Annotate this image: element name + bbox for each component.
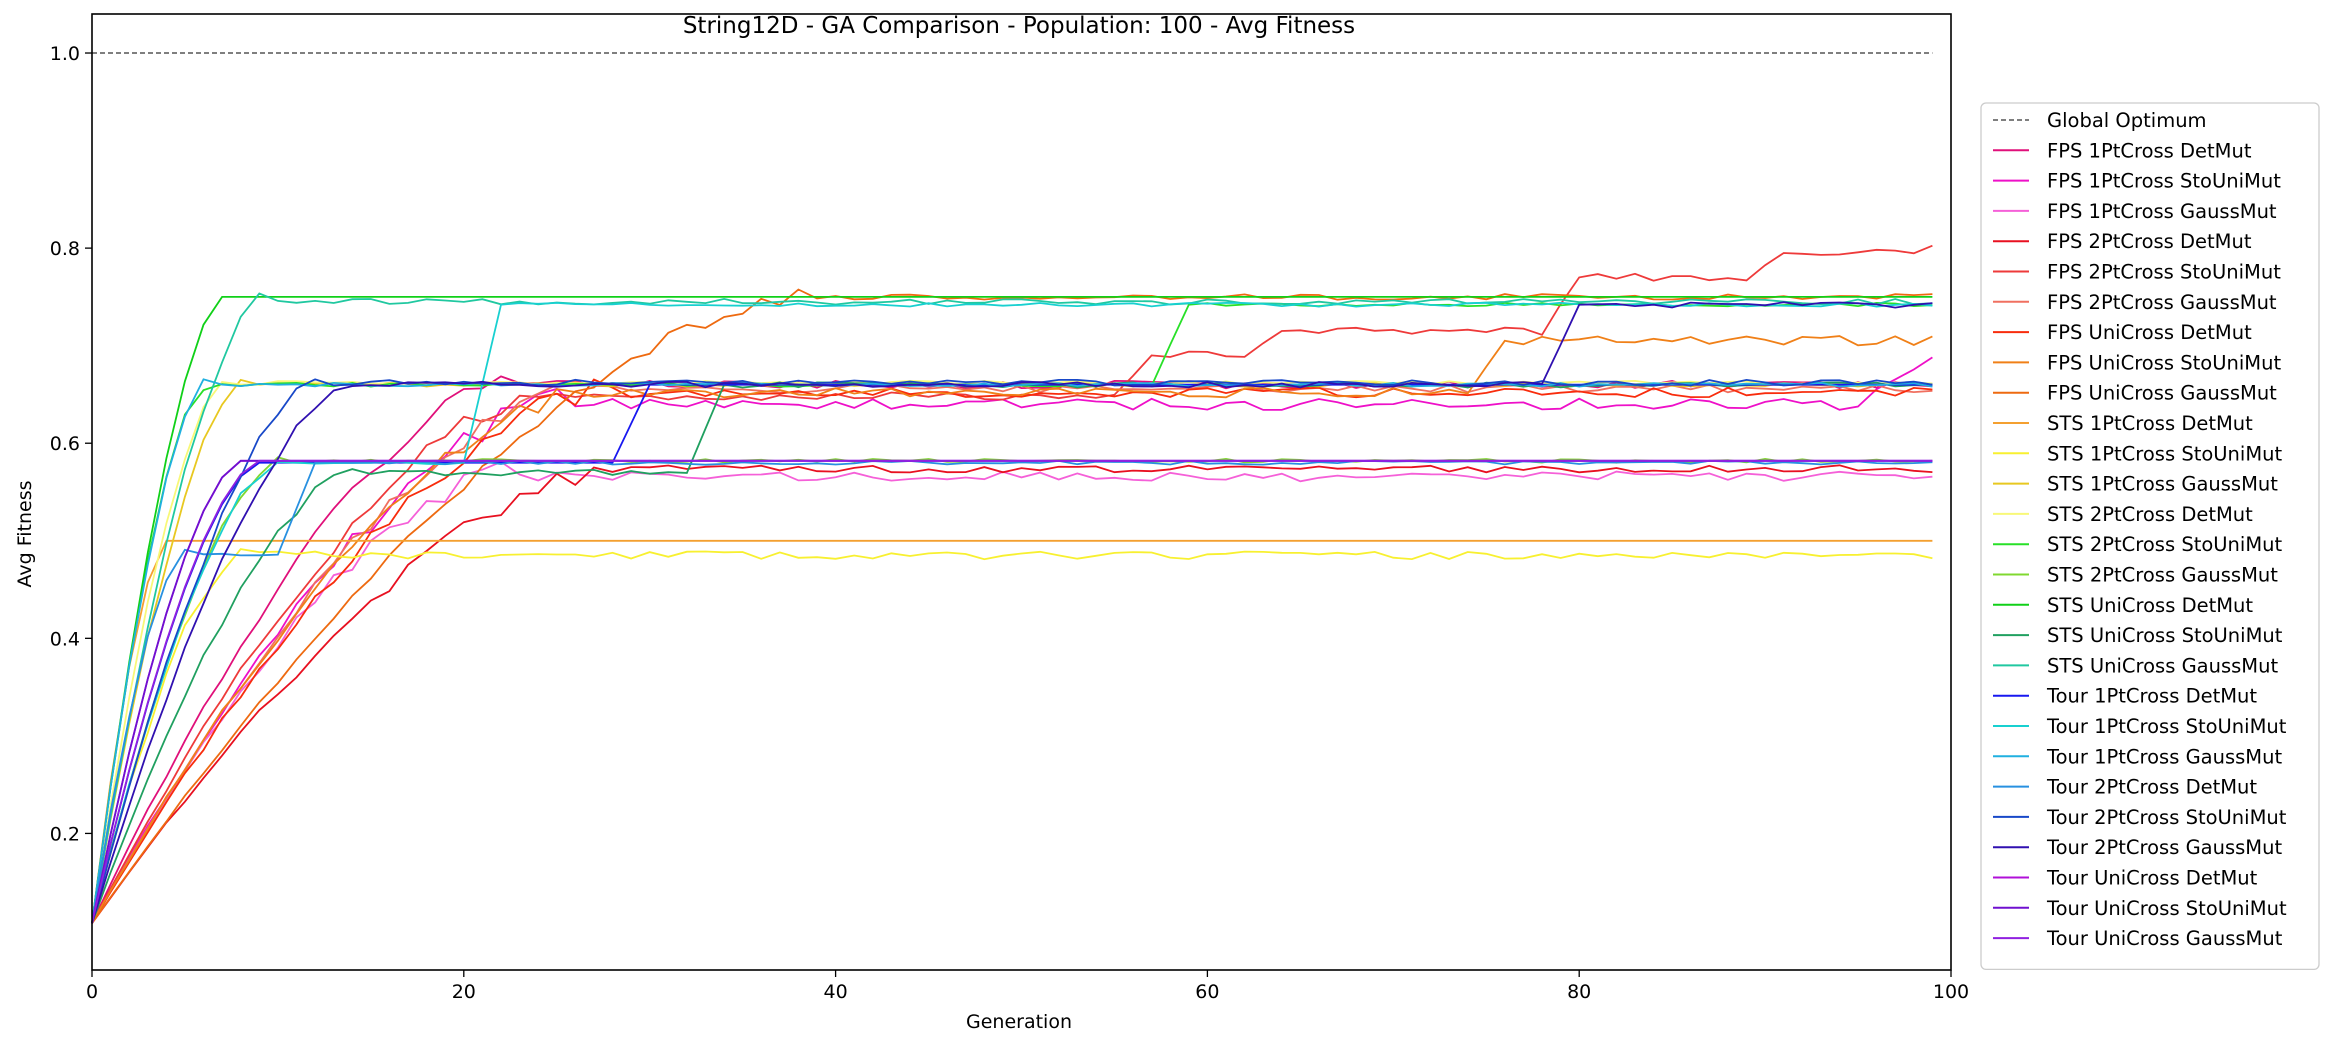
legend-entry-tour-2ptcross-stounimut: Tour 2PtCross StoUniMut (2046, 806, 2287, 829)
y-tick-label: 0.6 (50, 433, 80, 455)
legend-entry-sts-unicross-gaussmut: STS UniCross GaussMut (2047, 654, 2278, 677)
plot-frame (91, 13, 1952, 971)
legend-box (1980, 102, 2320, 971)
legend-entry-fps-2ptcross-stounimut: FPS 2PtCross StoUniMut (2047, 261, 2281, 284)
series-line-fps-2ptcross-detmut (91, 464, 1933, 924)
x-tick-label: 80 (1567, 981, 1591, 1003)
series-line-fps-2ptcross-stounimut (91, 244, 1933, 924)
series-line-tour-unicross-gaussmut (91, 459, 1933, 924)
series-line-sts-unicross-detmut (91, 296, 1933, 924)
series-line-fps-1ptcross-detmut (91, 375, 1933, 924)
x-tick-label: 60 (1195, 981, 1219, 1003)
series-line-sts-1ptcross-detmut (91, 539, 1933, 924)
legend-entry-sts-2ptcross-gaussmut: STS 2PtCross GaussMut (2047, 564, 2278, 587)
legend-entry-global-optimum: Global Optimum (2047, 109, 2207, 132)
legend-entry-sts-1ptcross-gaussmut: STS 1PtCross GaussMut (2047, 473, 2278, 496)
y-tick-label: 0.8 (50, 238, 80, 260)
y-axis-label: Avg Fitness (14, 480, 36, 587)
y-tick-label: 1.0 (50, 43, 80, 65)
legend: Global Optimum FPS 1PtCross DetMut FPS 1Pt… (1980, 102, 2320, 971)
series-line-tour-2ptcross-gaussmut (91, 301, 1933, 924)
legend-entry-sts-2ptcross-detmut: STS 2PtCross DetMut (2047, 503, 2253, 526)
legend-entry-tour-unicross-detmut: Tour UniCross DetMut (2046, 867, 2258, 890)
legend-entry-fps-1ptcross-detmut: FPS 1PtCross DetMut (2047, 139, 2252, 162)
legend-entry-fps-2ptcross-gaussmut: FPS 2PtCross GaussMut (2047, 291, 2277, 314)
legend-entry-fps-1ptcross-stounimut: FPS 1PtCross StoUniMut (2047, 170, 2281, 193)
y-tick-label: 0.2 (50, 823, 80, 845)
series-line-fps-unicross-stounimut (91, 335, 1933, 924)
legend-entry-tour-unicross-gaussmut: Tour UniCross GaussMut (2046, 927, 2283, 950)
x-tick-label: 0 (86, 981, 98, 1003)
legend-entry-fps-unicross-stounimut: FPS UniCross StoUniMut (2047, 351, 2281, 374)
x-tick-label: 100 (1933, 981, 1969, 1003)
legend-entry-tour-unicross-stounimut: Tour UniCross StoUniMut (2046, 897, 2287, 920)
x-tick-label: 40 (824, 981, 848, 1003)
legend-entry-tour-1ptcross-detmut: Tour 1PtCross DetMut (2046, 685, 2257, 708)
series-line-sts-1ptcross-stounimut (91, 548, 1933, 924)
legend-entry-sts-1ptcross-stounimut: STS 1PtCross StoUniMut (2047, 442, 2283, 465)
legend-entry-sts-2ptcross-stounimut: STS 2PtCross StoUniMut (2047, 533, 2283, 556)
legend-entry-fps-unicross-gaussmut: FPS UniCross GaussMut (2047, 382, 2277, 405)
legend-entry-sts-1ptcross-detmut: STS 1PtCross DetMut (2047, 412, 2253, 435)
series-line-fps-1ptcross-stounimut (91, 356, 1933, 924)
legend-entry-tour-2ptcross-gaussmut: Tour 2PtCross GaussMut (2046, 836, 2282, 859)
series-line-tour-1ptcross-gaussmut (91, 378, 1933, 924)
legend-entry-sts-unicross-stounimut: STS UniCross StoUniMut (2047, 624, 2283, 647)
y-axis: 0.2 0.4 0.6 0.8 1.0 (50, 43, 92, 845)
legend-entry-tour-2ptcross-detmut: Tour 2PtCross DetMut (2046, 776, 2257, 799)
x-axis: 0 20 40 60 80 100 (86, 970, 1969, 1003)
series-line-tour-1ptcross-detmut (91, 383, 1933, 924)
series-line-sts-2ptcross-gaussmut (91, 456, 1933, 924)
x-tick-label: 20 (452, 981, 476, 1003)
legend-entry-tour-1ptcross-gaussmut: Tour 1PtCross GaussMut (2046, 745, 2282, 768)
legend-entry-fps-unicross-detmut: FPS UniCross DetMut (2047, 321, 2252, 344)
legend-entry-fps-2ptcross-detmut: FPS 2PtCross DetMut (2047, 230, 2252, 253)
legend-entry-fps-1ptcross-gaussmut: FPS 1PtCross GaussMut (2047, 200, 2277, 223)
series-line-fps-1ptcross-gaussmut (91, 460, 1933, 924)
series-line-fps-2ptcross-gaussmut (91, 380, 1933, 924)
chart-title: String12D - GA Comparison - Population: … (683, 13, 1355, 39)
series-line-tour-2ptcross-stounimut (91, 378, 1933, 924)
x-axis-label: Generation (966, 1011, 1072, 1033)
y-tick-label: 0.4 (50, 628, 80, 650)
legend-entry-sts-unicross-detmut: STS UniCross DetMut (2047, 594, 2253, 617)
series-line-sts-unicross-gaussmut (91, 292, 1933, 924)
series-line-tour-2ptcross-detmut (91, 459, 1933, 924)
series-line-fps-unicross-detmut (91, 378, 1933, 924)
plot-area (91, 13, 1952, 971)
legend-entry-tour-1ptcross-stounimut: Tour 1PtCross StoUniMut (2046, 715, 2287, 738)
